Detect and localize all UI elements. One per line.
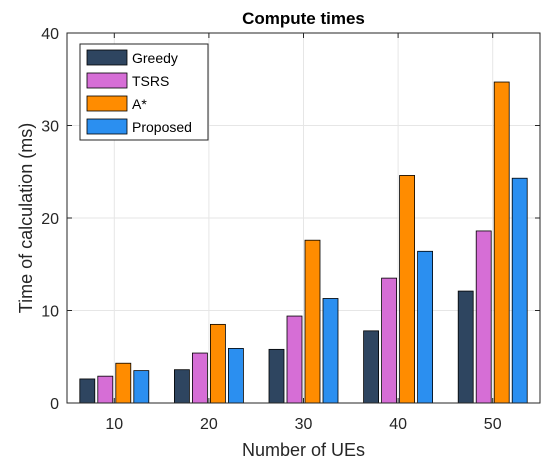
x-tick-label: 10	[105, 416, 123, 433]
bars	[79, 81, 528, 404]
bar-proposed-30	[322, 298, 339, 404]
y-tick-label: 10	[41, 304, 59, 321]
y-axis-label: Time of calculation (ms)	[16, 123, 36, 313]
bar-tsrs-20	[191, 352, 208, 404]
bar-tsrs-10	[97, 375, 114, 404]
bar-tsrs-30	[286, 315, 303, 404]
legend-swatch	[86, 95, 128, 112]
bar-greedy-30	[268, 348, 285, 404]
legend-swatch	[86, 49, 128, 66]
bar-a-50	[493, 81, 510, 404]
y-tick-label: 40	[41, 26, 59, 43]
legend-label: A*	[132, 96, 147, 112]
axis-ticks: 10 20 30 40 50 0 10 20 30 40	[41, 26, 540, 433]
y-tick-label: 20	[41, 211, 59, 228]
bar-proposed-20	[227, 348, 244, 404]
bar-proposed-50	[511, 177, 528, 404]
bar-a-10	[115, 362, 132, 404]
legend: Greedy TSRS A* Proposed	[79, 43, 209, 141]
bar-greedy-10	[79, 378, 96, 404]
bar-tsrs-50	[475, 230, 492, 404]
x-tick-label: 20	[200, 416, 218, 433]
y-tick-label: 0	[50, 396, 59, 413]
x-tick-label: 30	[295, 416, 313, 433]
x-tick-label: 50	[484, 416, 502, 433]
legend-label: Proposed	[132, 119, 192, 135]
bar-greedy-50	[457, 290, 474, 404]
x-axis-label: Number of UEs	[242, 440, 365, 460]
x-tick-label: 40	[389, 416, 407, 433]
bar-proposed-40	[417, 250, 434, 404]
bar-proposed-10	[133, 370, 150, 404]
legend-label: Greedy	[132, 50, 178, 66]
legend-swatch	[86, 72, 128, 89]
bar-a-20	[209, 323, 226, 404]
chart-title: Compute times	[242, 9, 365, 28]
y-tick-label: 30	[41, 119, 59, 136]
bar-greedy-40	[363, 330, 380, 404]
bar-a-30	[304, 239, 321, 404]
legend-swatch	[86, 118, 128, 135]
legend-label: TSRS	[132, 73, 169, 89]
bar-a-40	[399, 175, 416, 404]
bar-tsrs-40	[381, 277, 398, 404]
bar-greedy-20	[173, 369, 190, 404]
